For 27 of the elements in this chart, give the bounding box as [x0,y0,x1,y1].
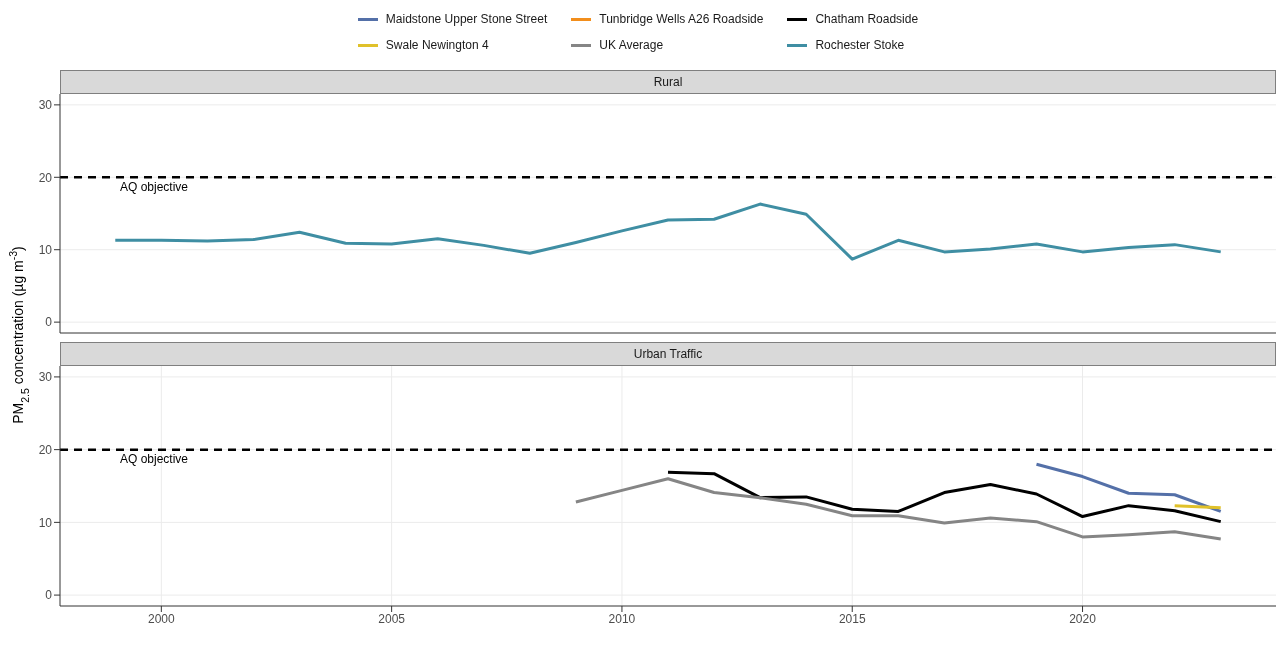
line-series [1034,462,1223,513]
y-tick-label: 10 [38,515,53,530]
y-tick-label: 20 [38,442,53,457]
legend-label: Chatham Roadside [815,12,919,26]
x-tick-label: 2020 [1069,611,1097,626]
y-tick-label: 10 [38,242,53,257]
x-tick-label: 2000 [147,611,175,626]
legend-label: Rochester Stoke [815,38,905,52]
legend-label: UK Average [599,38,664,52]
line-series [574,477,1223,541]
legend-label: Tunbridge Wells A26 Roadside [599,12,764,26]
y-tick-label: 30 [38,98,53,113]
chart-title: Rural [60,70,1276,94]
x-tick-label: 2015 [838,611,866,626]
x-tick-label: 2010 [608,611,636,626]
x-tick-label: 2005 [378,611,406,626]
chart-title: Urban Traffic [60,342,1276,366]
y-tick-label: 30 [38,370,53,385]
y-tick-label: 0 [45,315,53,330]
legend-label: Maidstone Upper Stone Street [385,12,548,26]
y-tick-label: 0 [45,588,53,603]
legend-label: Swale Newington 4 [385,38,489,52]
ref-line-label: AQ objective [120,179,189,194]
ref-line-label: AQ objective [120,452,189,467]
line-series [113,202,1223,261]
line-series [666,470,1223,524]
y-tick-label: 20 [38,170,53,185]
